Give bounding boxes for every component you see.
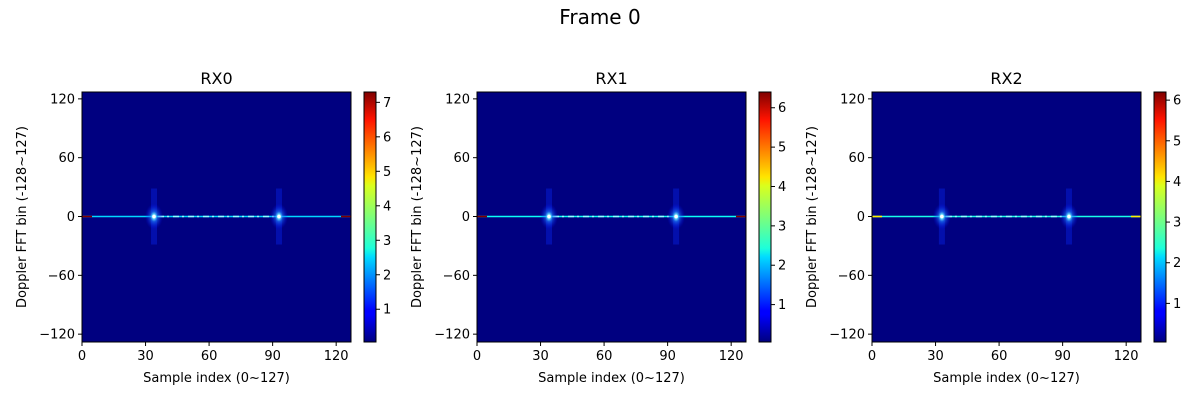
peak-point: [940, 214, 944, 219]
colorbar-tick-label: 3: [778, 219, 786, 234]
x-tick-label: 30: [137, 349, 154, 364]
y-tick-label: −60: [443, 269, 470, 284]
y-tick-label: 120: [445, 92, 470, 107]
colorbar: [363, 91, 377, 343]
y-tick-label: 120: [840, 92, 865, 107]
subplot-title: RX2: [990, 69, 1022, 88]
colorbar-tick-label: 4: [383, 199, 391, 214]
colorbar-tick-label: 1: [383, 303, 391, 318]
x-axis-label: Sample index (0~127): [143, 371, 290, 386]
peak-point: [152, 214, 156, 219]
colorbar-tick-label: 2: [1173, 256, 1181, 271]
colorbar-tick-label: 2: [778, 259, 786, 274]
colorbar-tick-label: 4: [778, 180, 786, 195]
figure-suptitle: Frame 0: [559, 5, 640, 29]
x-tick-label: 30: [927, 349, 944, 364]
y-tick-label: 0: [857, 210, 865, 225]
colorbar-tick-label: 1: [1173, 297, 1181, 312]
x-axis-label: Sample index (0~127): [933, 371, 1080, 386]
y-tick-label: 0: [67, 210, 75, 225]
y-tick-label: 60: [58, 151, 75, 166]
colorbar-tick-label: 3: [1173, 216, 1181, 231]
y-axis-label: Doppler FFT bin (-128~127): [410, 126, 425, 308]
colorbar-tick-label: 7: [383, 96, 391, 111]
y-axis-label: Doppler FFT bin (-128~127): [15, 126, 30, 308]
peak-point: [674, 214, 678, 219]
x-tick-label: 60: [201, 349, 218, 364]
colorbar-tick-label: 6: [1173, 94, 1181, 109]
x-tick-label: 60: [596, 349, 613, 364]
subplot-0: RX0 0 30 60 90 120 120 60 0 −60 −120 Sample index (…: [15, 69, 391, 386]
colorbar: [1153, 91, 1167, 343]
x-tick-label: 0: [473, 349, 481, 364]
subplot-title: RX1: [595, 69, 627, 88]
colorbar-tick-label: 5: [1173, 134, 1181, 149]
colorbar-tick-label: 6: [383, 130, 391, 145]
x-tick-label: 120: [324, 349, 349, 364]
subplot-title: RX0: [200, 69, 232, 88]
x-tick-label: 0: [78, 349, 86, 364]
subplot-2: RX2 0 30 60 90 120 120 60 0 −60 −120 Sample index (…: [805, 69, 1181, 386]
colorbar-tick-label: 2: [383, 268, 391, 283]
peak-point: [1067, 214, 1071, 219]
x-tick-label: 0: [868, 349, 876, 364]
y-axis-label: Doppler FFT bin (-128~127): [805, 126, 820, 308]
subplot-1: RX1 0 30 60 90 120 120 60 0 −60 −120 Sample index (…: [410, 69, 786, 386]
y-tick-label: 60: [453, 151, 470, 166]
colorbar-tick-label: 1: [778, 298, 786, 313]
peak-point: [277, 214, 281, 219]
y-tick-label: 60: [848, 151, 865, 166]
y-tick-label: −120: [39, 328, 75, 343]
x-tick-label: 120: [1114, 349, 1139, 364]
colorbar-tick-label: 5: [778, 141, 786, 156]
y-tick-label: 120: [50, 92, 75, 107]
colorbar-tick-label: 4: [1173, 175, 1181, 190]
y-tick-label: −120: [829, 328, 865, 343]
colorbar-tick-label: 6: [778, 101, 786, 116]
colorbar-tick-label: 3: [383, 234, 391, 249]
x-axis-label: Sample index (0~127): [538, 371, 685, 386]
y-tick-label: −60: [838, 269, 865, 284]
x-tick-label: 90: [264, 349, 281, 364]
y-tick-label: 0: [462, 210, 470, 225]
x-tick-label: 90: [659, 349, 676, 364]
peak-point: [547, 214, 551, 219]
y-tick-label: −120: [434, 328, 470, 343]
y-tick-label: −60: [48, 269, 75, 284]
x-tick-label: 120: [719, 349, 744, 364]
colorbar: [758, 91, 772, 343]
x-tick-label: 90: [1054, 349, 1071, 364]
colorbar-tick-label: 5: [383, 165, 391, 180]
x-tick-label: 60: [991, 349, 1008, 364]
x-tick-label: 30: [532, 349, 549, 364]
